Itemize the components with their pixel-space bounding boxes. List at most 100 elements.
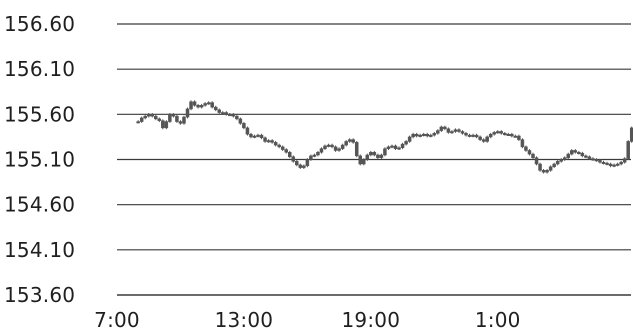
candle-body [432, 133, 437, 136]
candle-body [587, 156, 592, 159]
candle-body [273, 142, 278, 146]
candle-body [393, 145, 398, 149]
candle-body [302, 165, 306, 168]
candle-body [270, 140, 274, 143]
candle-body [369, 152, 373, 156]
candle-body [608, 163, 613, 167]
y-tick-label: 156.10 [4, 57, 75, 81]
candle-body [362, 159, 366, 165]
candle-body [559, 159, 563, 162]
candle-body [577, 152, 581, 155]
candle-body [277, 144, 281, 148]
candle-body [203, 103, 207, 106]
candle-body [161, 120, 165, 129]
candle-body [259, 134, 264, 139]
candle-body [178, 121, 183, 124]
candle-body [266, 140, 271, 143]
candle-body [154, 115, 158, 120]
x-axis-tick-labels: 7:00 13:00 19:00 1:00 [94, 308, 520, 331]
candle-body [182, 116, 186, 124]
candle-body [136, 121, 140, 124]
candle-body [503, 133, 507, 136]
candle-body [439, 126, 444, 131]
candle-body [196, 105, 200, 108]
candle-body [474, 134, 479, 138]
y-tick-label: 153.60 [4, 283, 75, 307]
candle-body [305, 159, 310, 167]
candle-body [164, 121, 169, 129]
candle-body [157, 118, 162, 121]
candle-body [379, 154, 384, 158]
x-tick-label: 7:00 [94, 308, 140, 331]
candle-body [531, 153, 535, 158]
candle-body [580, 152, 585, 157]
y-tick-label: 155.10 [4, 148, 75, 172]
candle-body [411, 133, 415, 138]
candle-body [330, 144, 334, 148]
candle-body [280, 146, 285, 150]
price-series [136, 100, 633, 174]
candle-body [429, 134, 433, 137]
candle-body [263, 137, 267, 142]
candle-body [584, 155, 588, 158]
candle-body [376, 154, 380, 158]
candle-body [534, 157, 539, 165]
candle-body [573, 150, 578, 153]
candle-body [228, 114, 232, 117]
candle-body [446, 128, 451, 133]
candle-body [397, 147, 401, 150]
candle-body [499, 131, 504, 134]
candle-body [146, 114, 151, 117]
y-tick-label: 154.10 [4, 238, 75, 262]
candle-body [287, 152, 292, 158]
candle-body [175, 115, 179, 122]
candle-body [457, 129, 461, 132]
candle-body [351, 139, 355, 143]
candle-body [372, 152, 377, 156]
candle-body [224, 112, 229, 115]
candle-body [168, 114, 172, 122]
candle-body [354, 142, 359, 157]
candle-body [192, 101, 197, 106]
x-tick-label: 13:00 [215, 308, 274, 331]
candle-body [464, 133, 468, 136]
candle-body [340, 144, 345, 149]
candle-body [344, 141, 348, 146]
candle-body [242, 123, 246, 129]
candle-body [383, 148, 387, 156]
candle-body [520, 139, 525, 148]
candle-body [629, 127, 633, 142]
candle-body [245, 127, 250, 135]
candle-body [552, 163, 556, 167]
candle-body [471, 134, 475, 137]
candle-body [615, 163, 620, 166]
candle-body [524, 146, 528, 151]
candle-body [555, 161, 560, 165]
candle-body [527, 150, 532, 155]
candle-body [488, 133, 493, 138]
candle-body [185, 108, 190, 118]
candle-body [619, 161, 623, 165]
candle-body [425, 133, 429, 137]
candle-body [545, 170, 549, 173]
candle-body [213, 106, 218, 111]
candle-body [443, 126, 447, 130]
gridlines [117, 23, 631, 296]
candle-body [295, 161, 299, 166]
candle-body [495, 131, 500, 134]
candle-body [171, 114, 176, 117]
candle-body [143, 115, 147, 119]
candle-body [221, 112, 225, 115]
candle-body [189, 101, 193, 110]
candle-body [217, 109, 221, 113]
candle-body [235, 115, 239, 120]
candle-body [605, 162, 609, 165]
candle-body [291, 156, 296, 162]
candle-body [598, 160, 602, 163]
candle-body [238, 118, 243, 124]
candle-body [252, 135, 257, 138]
candle-body [386, 146, 391, 149]
candle-body [365, 154, 370, 160]
candle-body [622, 158, 627, 163]
